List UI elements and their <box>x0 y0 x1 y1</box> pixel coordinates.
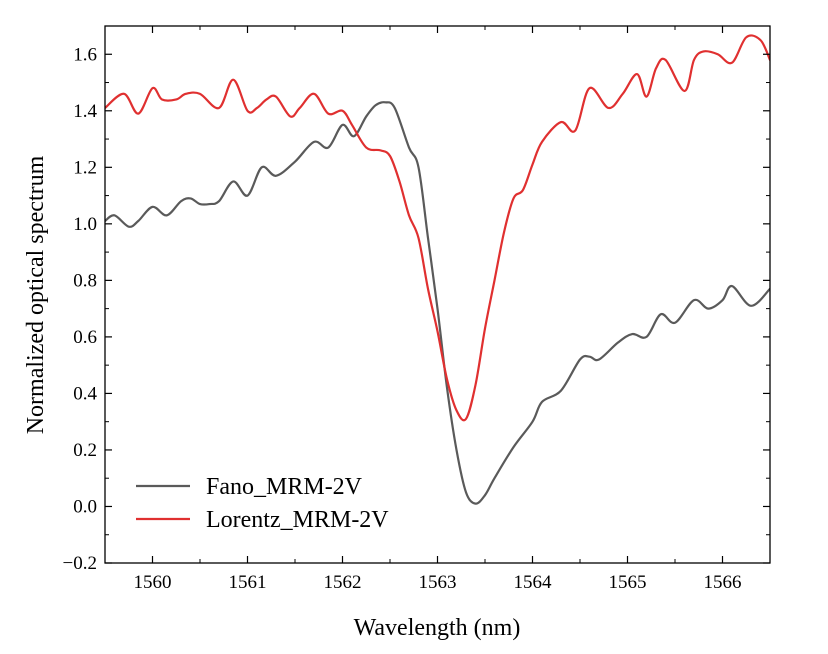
y-tick-label: 1.0 <box>73 214 97 235</box>
y-axis-ticks: −0.2 0.0 0.2 0.4 0.6 0.8 1.0 1.2 1.4 1.6 <box>63 44 770 574</box>
x-tick-label: 1562 <box>324 572 362 593</box>
x-tick-label: 1565 <box>609 572 647 593</box>
series-line-fano <box>105 101 770 505</box>
x-tick-label: 1561 <box>229 572 267 593</box>
x-tick-label: 1564 <box>514 572 553 593</box>
legend-label-lorentz: Lorentz_MRM-2V <box>206 507 389 533</box>
legend-label-fano: Fano_MRM-2V <box>206 474 363 500</box>
x-tick-label: 1563 <box>419 572 457 593</box>
x-axis-ticks: 1560 1561 1562 1563 1564 1565 1566 <box>104 26 771 593</box>
y-tick-label: −0.2 <box>63 553 97 574</box>
y-tick-label: 0.2 <box>73 440 97 461</box>
y-tick-label: 1.6 <box>73 44 97 65</box>
y-tick-label: 1.4 <box>73 101 97 122</box>
y-tick-label: 0.4 <box>73 383 97 404</box>
y-tick-label: 0.6 <box>73 327 97 348</box>
legend: Fano_MRM-2V Lorentz_MRM-2V <box>136 474 389 533</box>
x-tick-label: 1566 <box>704 572 742 593</box>
y-tick-label: 0.8 <box>73 270 97 291</box>
y-tick-label: 0.0 <box>73 496 97 517</box>
x-axis-title: Wavelength (nm) <box>354 615 521 641</box>
x-tick-label: 1560 <box>134 572 172 593</box>
y-axis-title: Normalized optical spectrum <box>23 155 49 434</box>
y-tick-label: 1.2 <box>73 157 97 178</box>
series-line-lorentz <box>105 34 770 422</box>
series-layer <box>105 34 770 505</box>
